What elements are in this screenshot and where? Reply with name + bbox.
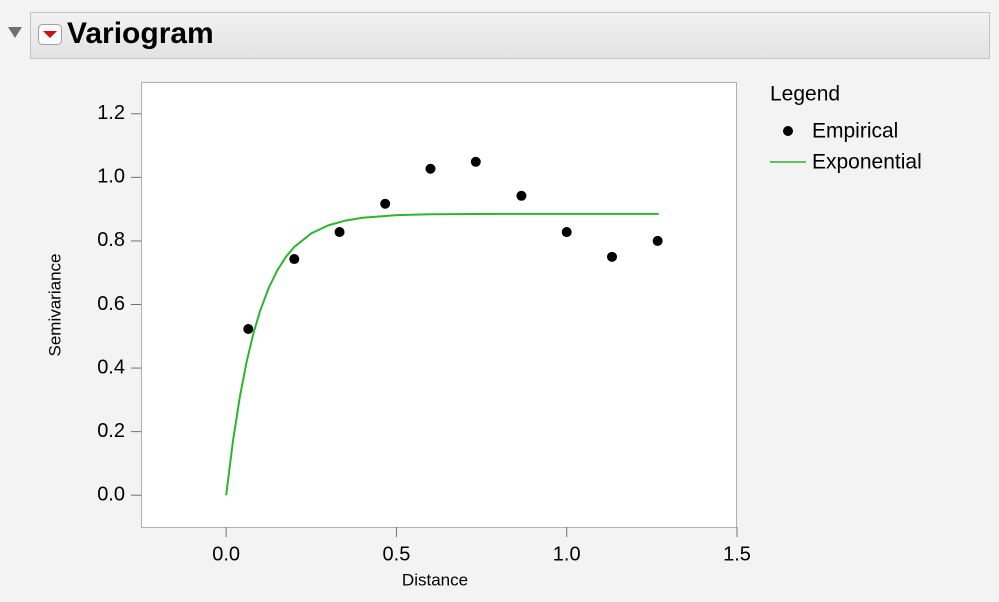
y-tick-label: 0.0	[97, 483, 125, 505]
x-tick-label: 1.5	[723, 543, 751, 565]
data-point	[243, 323, 254, 334]
legend-swatch	[783, 126, 793, 136]
data-point	[289, 254, 300, 265]
collapse-triangle[interactable]	[8, 27, 22, 38]
legend-label: Empirical	[812, 120, 898, 143]
fit-line	[225, 212, 659, 496]
y-tick-label: 1.0	[97, 166, 125, 188]
data-point	[470, 156, 481, 167]
x-tick-label: 0.5	[383, 543, 411, 565]
x-axis-label: Distance	[402, 570, 468, 589]
y-tick-label: 0.6	[97, 293, 125, 315]
legend-label: Exponential	[812, 151, 922, 174]
x-tick-label: 0.0	[212, 543, 240, 565]
chart-title: Variogram	[67, 17, 214, 50]
data-point	[380, 198, 391, 209]
plot-area	[141, 82, 737, 528]
data-point	[652, 235, 663, 246]
data-point	[516, 190, 527, 201]
y-tick-label: 1.2	[97, 102, 125, 124]
menu-icon	[43, 31, 57, 38]
header-bar	[30, 12, 990, 59]
legend-title: Legend	[770, 83, 840, 106]
y-tick-label: 0.4	[97, 356, 125, 378]
data-point	[334, 227, 345, 238]
x-tick-label: 1.0	[553, 543, 581, 565]
data-point	[607, 251, 618, 262]
y-axis-label: Semivariance	[45, 254, 64, 357]
y-tick-label: 0.8	[97, 229, 125, 251]
data-point	[561, 227, 572, 238]
data-point	[425, 163, 436, 174]
y-tick-label: 0.2	[97, 420, 125, 442]
